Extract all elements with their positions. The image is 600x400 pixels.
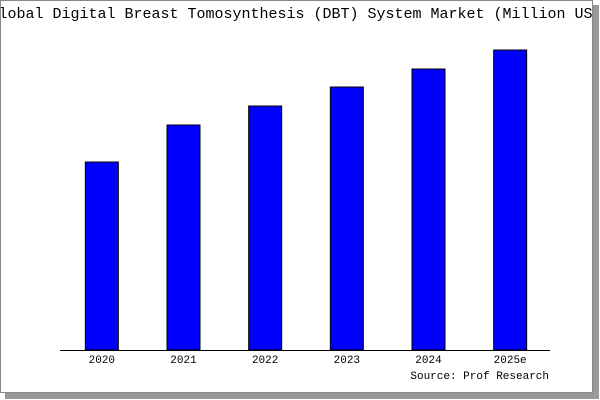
plot-area [60, 48, 550, 350]
x-tick-label: 2024 [415, 355, 442, 367]
x-tick-label: 2021 [170, 355, 197, 367]
chart-title: Global Digital Breast Tomosynthesis (DBT… [0, 6, 600, 23]
bar [493, 49, 528, 351]
bar [166, 124, 201, 351]
x-tick-label: 2025e [494, 355, 527, 367]
bar [329, 86, 364, 351]
x-tick-label: 2023 [334, 355, 360, 367]
source-note: Source: Prof Research [410, 371, 549, 383]
x-tick-label: 2020 [89, 355, 115, 367]
bar [411, 68, 446, 351]
bar [84, 161, 119, 351]
x-tick-label: 2022 [252, 355, 278, 367]
bar [248, 105, 283, 351]
